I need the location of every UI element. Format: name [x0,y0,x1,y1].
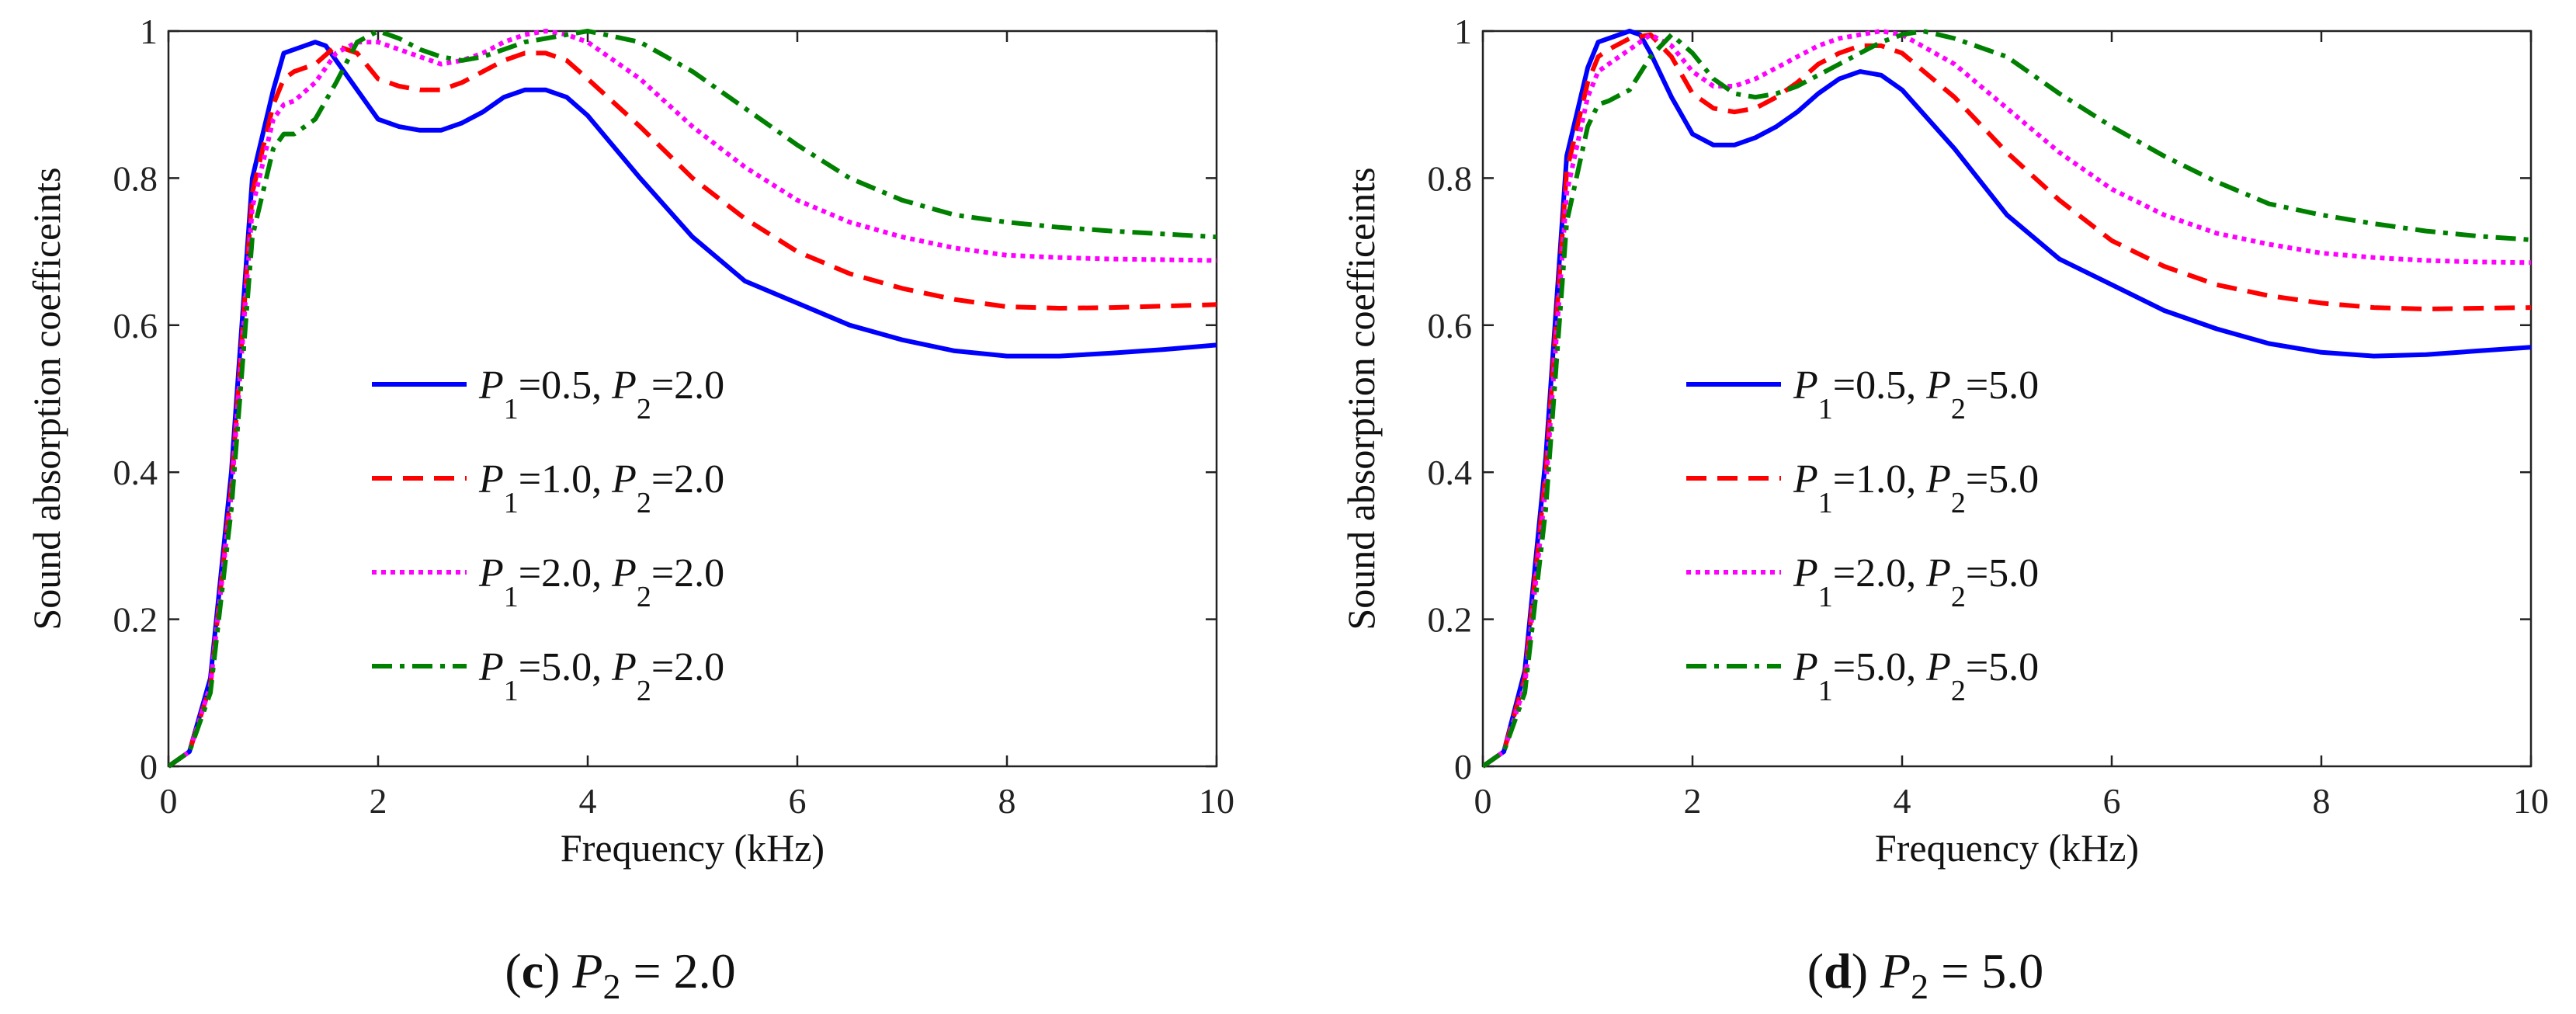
legend-entry-1: P1=0.5, P2=2.0 [478,363,724,425]
x-tick-label: 6 [2103,781,2121,821]
y-tick-label: 0.4 [113,453,158,492]
x-tick-label: 6 [789,781,807,821]
y-tick-label: 0 [1454,747,1472,787]
x-axis-label: Frequency (kHz) [1875,826,2139,870]
legend-entry-1: P1=0.5, P2=5.0 [1793,363,2039,425]
legend-entry-4: P1=5.0, P2=5.0 [1793,645,2039,707]
x-tick-label: 10 [2513,781,2549,821]
series-line-3 [168,29,1217,769]
y-tick-label: 0.8 [1428,158,1473,198]
y-tick-label: 0.2 [1428,600,1473,640]
series-line-4 [1483,29,2531,769]
series-line-1 [1483,29,2531,769]
x-tick-label: 8 [998,781,1016,821]
series-line-2 [1483,32,2531,769]
chart-panel-c: 0 2 4 6 8 10 0 0.2 0.4 0.6 0.8 1 Frequency (kHz) Soun… [25,12,1234,1006]
y-tick-label: 0.6 [113,306,158,346]
plot-area [167,30,1218,768]
panel-caption: (c) P2 = 2.0 [505,943,735,1006]
plot-area [1481,30,2533,768]
x-tick-label: 4 [1894,781,1911,821]
legend-entry-2: P1=1.0, P2=5.0 [1793,457,2039,519]
series-line-3 [1483,29,2531,769]
y-tick-label: 0.8 [113,158,158,198]
chart-panel-d: 0 2 4 6 8 10 0 0.2 0.4 0.6 0.8 1 Frequency (kHz) Soun… [1339,12,2549,1006]
y-tick-label: 0.4 [1428,453,1473,492]
legend-entry-3: P1=2.0, P2=5.0 [1793,551,2039,613]
y-tick-label: 0.2 [113,600,158,640]
series-line-1 [168,40,1217,769]
legend-entry-4: P1=5.0, P2=2.0 [478,645,724,707]
panel-caption: (d) P2 = 5.0 [1807,943,2043,1006]
x-axis-label: Frequency (kHz) [561,826,825,870]
y-tick-label: 1 [140,12,158,51]
x-tick-label: 0 [1474,781,1492,821]
y-tick-label: 0 [140,747,158,787]
y-tick-label: 0.6 [1428,306,1473,346]
x-tick-label: 4 [579,781,597,821]
y-axis-label: Sound absorption coefficeints [25,167,68,630]
x-tick-label: 10 [1199,781,1234,821]
y-axis-label: Sound absorption coefficeints [1339,167,1383,630]
legend-entry-3: P1=2.0, P2=2.0 [478,551,724,613]
x-tick-label: 2 [370,781,387,821]
y-tick-label: 1 [1454,12,1472,51]
x-tick-label: 2 [1684,781,1702,821]
legend-entry-2: P1=1.0, P2=2.0 [478,457,724,519]
x-tick-label: 8 [2313,781,2331,821]
series-line-2 [168,43,1217,769]
x-tick-label: 0 [160,781,178,821]
